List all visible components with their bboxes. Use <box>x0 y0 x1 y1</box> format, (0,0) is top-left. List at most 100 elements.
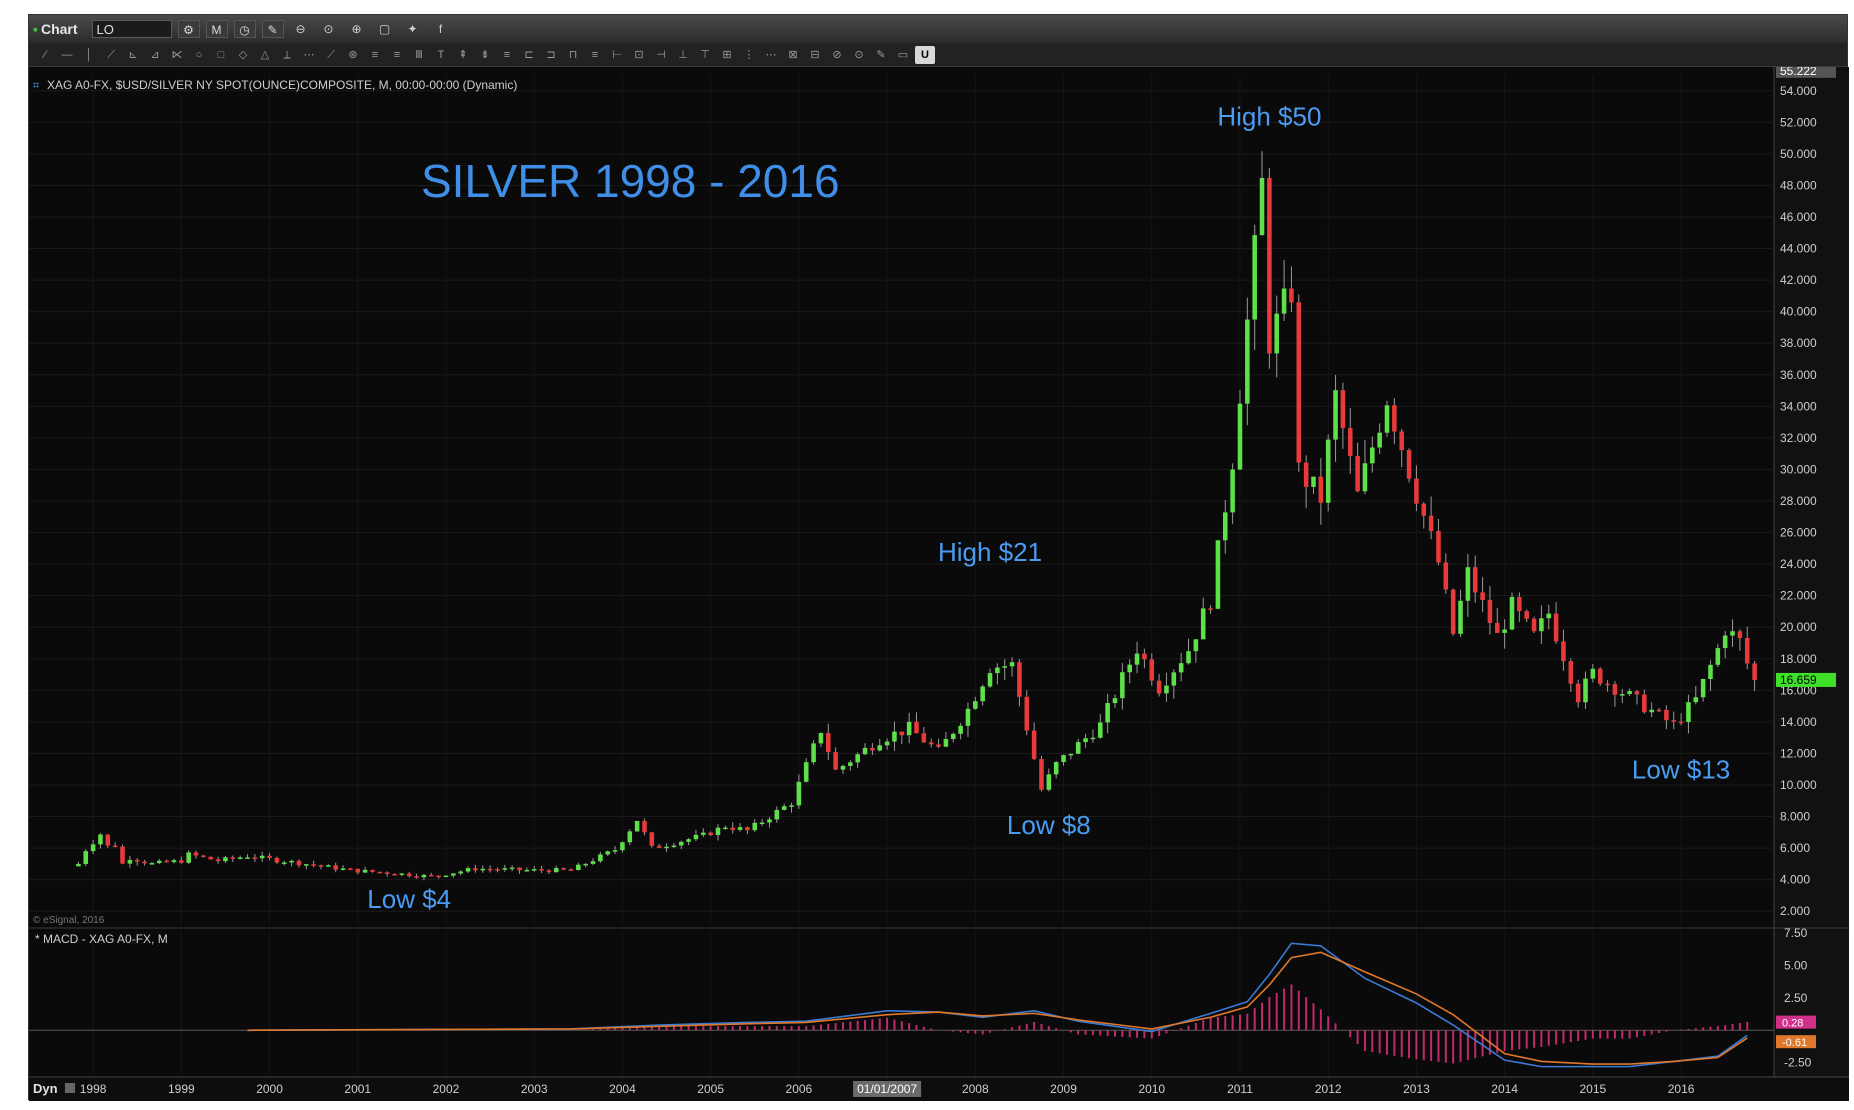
price-tick-label: 42.000 <box>1780 273 1817 287</box>
drawing-tool-3[interactable]: │ <box>85 48 93 61</box>
drawing-tool-24[interactable]: ⊐ <box>546 48 556 61</box>
drawing-tool-27[interactable]: ⊢ <box>612 48 622 61</box>
clock-icon[interactable]: ◷ <box>233 20 256 38</box>
pencil-icon[interactable]: ✎ <box>261 20 284 38</box>
drawing-tool-31[interactable]: ⊤ <box>700 48 710 61</box>
drawing-tool-16[interactable]: ≡ <box>371 48 379 61</box>
drawing-tool-11[interactable]: △ <box>260 48 270 61</box>
zoom-out-icon[interactable]: ⊖ <box>295 22 306 36</box>
candle <box>1436 531 1441 563</box>
drawing-tool-34[interactable]: ⋯ <box>765 48 777 61</box>
candle <box>1252 235 1257 320</box>
candle <box>1296 302 1302 463</box>
candle <box>1142 653 1147 660</box>
candle <box>1708 664 1713 680</box>
candle <box>1009 662 1015 667</box>
drawing-tool-39[interactable]: ✎ <box>876 48 886 61</box>
drawing-tool-10[interactable]: ◇ <box>238 48 248 61</box>
drawing-tool-12[interactable]: ⟂ <box>283 48 291 61</box>
gear-icon[interactable]: ⚙ <box>177 20 200 38</box>
drawing-tool-35[interactable]: ⊠ <box>788 48 798 61</box>
price-chart[interactable]: 54.000 52.000 50.000 48.000 46.000 44.000 42.0… <box>29 63 1849 1101</box>
drawing-tool-8[interactable]: ○ <box>195 48 203 61</box>
annotation-label: High $50 <box>1217 101 1321 131</box>
drawing-tool-36[interactable]: ⊟ <box>810 48 820 61</box>
drawing-tool-13[interactable]: ⋯ <box>303 48 315 61</box>
candle <box>1090 737 1096 740</box>
drawing-tool-17[interactable]: ≡ <box>393 48 401 61</box>
drawing-tool-4[interactable]: ⟋ <box>107 48 115 61</box>
candle <box>1619 694 1625 696</box>
candle <box>406 873 412 877</box>
candle <box>318 865 324 867</box>
drawing-tool-33[interactable]: ⋮ <box>743 48 755 61</box>
year-tick-label: 2013 <box>1403 1082 1430 1096</box>
macd-tick-label: -2.50 <box>1784 1056 1812 1070</box>
candle <box>281 862 287 864</box>
drawing-tool-28[interactable]: ⊡ <box>634 48 644 61</box>
price-tick-label: 34.000 <box>1780 399 1817 413</box>
candle <box>1715 648 1721 665</box>
candle <box>759 822 765 824</box>
drawing-tool-37[interactable]: ⊘ <box>832 48 842 61</box>
candle <box>664 846 669 849</box>
drawing-tool-6[interactable]: ⊿ <box>150 48 160 61</box>
drawing-tool-2[interactable]: — <box>61 48 73 61</box>
drawing-tool-26[interactable]: ≡ <box>591 48 599 61</box>
candle <box>936 744 941 747</box>
drawing-tool-15[interactable]: ⊛ <box>348 48 358 61</box>
candle <box>1597 668 1603 684</box>
facebook-icon[interactable]: f <box>438 22 443 36</box>
drawing-tool-underline[interactable]: U <box>915 45 935 64</box>
drawing-tools-bar: ⁄ — │ ⟋ ⊾ ⊿ ⋉ ○ □ ◇ △ ⟂ ⋯ ⟋ ⊛ ≡ ≡ Ⅲ T ⇞ ⇟ ≡ ⊏ ⊐ ⊓ ≡ ⊢ ⊡ ⊣ ⊥ ⊤ ⊞ ⋮ ⋯ ⊠ ⊟ ⊘ ⊙ ✎ ▭… <box>29 43 1847 67</box>
zoom-reset-icon[interactable]: ⊙ <box>323 22 334 36</box>
drawing-tool-22[interactable]: ≡ <box>503 48 511 61</box>
candle <box>884 741 890 746</box>
drawing-tool-23[interactable]: ⊏ <box>524 48 534 61</box>
drawing-tool-21[interactable]: ⇟ <box>480 48 490 61</box>
drawing-tool-5[interactable]: ⊾ <box>128 48 138 61</box>
drawing-tool-29[interactable]: ⊣ <box>656 48 666 61</box>
drawing-tool-32[interactable]: ⊞ <box>722 48 732 61</box>
zoom-in-icon[interactable]: ⊕ <box>351 22 362 36</box>
interval-select[interactable]: M <box>205 20 228 38</box>
candle <box>877 745 883 751</box>
candle <box>752 822 758 831</box>
drawing-tool-1[interactable]: ⁄ <box>44 48 46 61</box>
candle <box>1612 684 1618 695</box>
year-tick-label: 2009 <box>1050 1082 1077 1096</box>
drawing-tool-40[interactable]: ▭ <box>897 48 909 61</box>
candle <box>1458 600 1463 634</box>
annotation-label: Low $8 <box>1007 810 1091 840</box>
candle <box>311 864 316 866</box>
candle <box>480 868 486 871</box>
candle <box>855 754 860 763</box>
candle <box>995 667 1000 674</box>
drawing-tool-20[interactable]: ⇞ <box>458 48 468 61</box>
drawing-tool-14[interactable]: ⟋ <box>327 48 335 61</box>
year-tick-label: 2005 <box>697 1082 724 1096</box>
drawing-tool-7[interactable]: ⋉ <box>171 48 183 61</box>
candle <box>348 868 353 870</box>
dynamic-scale-toggle[interactable] <box>65 1083 75 1093</box>
drawing-tool-9[interactable]: □ <box>217 48 225 61</box>
drawing-tool-30[interactable]: ⊥ <box>678 48 688 61</box>
drawing-tool-38[interactable]: ⊙ <box>854 48 864 61</box>
price-tick-label: 4.000 <box>1780 873 1810 887</box>
drawing-tool-25[interactable]: ⊓ <box>568 48 578 61</box>
macd-value-box <box>1776 1015 1816 1029</box>
window-icon[interactable]: ▢ <box>378 22 391 36</box>
candle <box>811 743 816 763</box>
twitter-icon[interactable]: ✦ <box>407 22 418 36</box>
drawing-tool-19[interactable]: T <box>437 48 445 61</box>
title-marker-icon: ▪ <box>33 21 38 37</box>
candle <box>1325 439 1331 503</box>
candle <box>1311 476 1316 487</box>
candle <box>495 869 500 871</box>
candle <box>531 869 537 871</box>
chart-window: ▪ Chart LO ⚙ M ◷ ✎ ⊖ ⊙ ⊕ ▢ ✦ f ⁄ — │ ⟋ ⊾ ⊿ ⋉ ○ □ ◇… <box>28 14 1849 1101</box>
drawing-tool-18[interactable]: Ⅲ <box>415 48 423 61</box>
symbol-input[interactable]: LO <box>91 20 172 38</box>
candle <box>1664 709 1669 721</box>
candle <box>1539 618 1544 632</box>
